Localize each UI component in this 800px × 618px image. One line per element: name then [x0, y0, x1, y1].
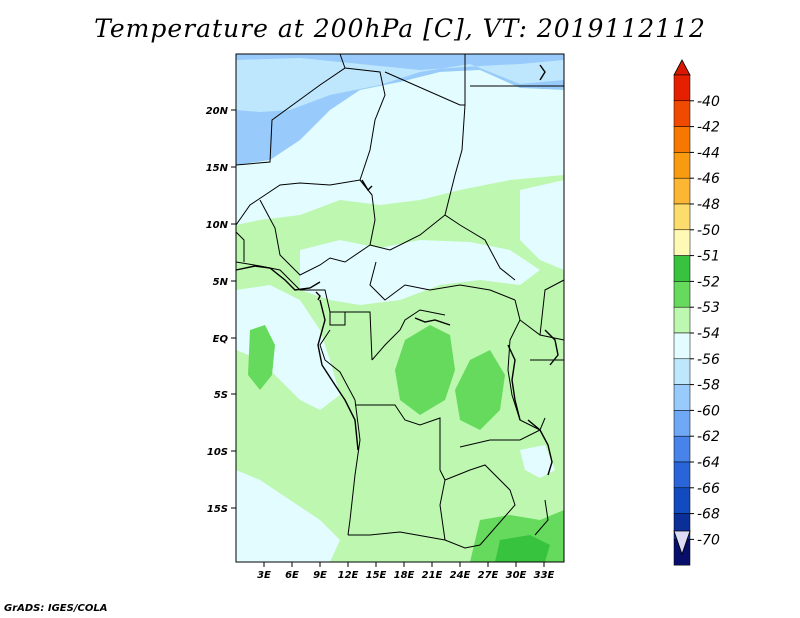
colorbar: -40 -42 -44 -46 -48 -50 -51 -52 -53 -54 -56 -58 -60 -…: [673, 59, 720, 566]
pale-zone-north: [236, 70, 564, 225]
colorbar-label: -70: [697, 532, 720, 548]
colorbar-label: -40: [697, 94, 720, 110]
warm-patch-west: [248, 325, 275, 390]
latitude-axis: [231, 109, 236, 509]
colorbar-label: -42: [697, 120, 720, 136]
lat-label-5n: 5N: [213, 277, 229, 288]
colorbar-swatch: [673, 177, 691, 205]
lon-label-6e: 6E: [285, 570, 299, 581]
grads-credit: GrADS: IGES/COLA: [4, 603, 108, 614]
pale-zone-lake: [520, 445, 555, 478]
colorbar-swatch: [673, 100, 691, 127]
longitude-axis: [263, 562, 545, 567]
colorbar-swatch: [673, 152, 691, 179]
warm-patch-congo: [395, 325, 455, 415]
lon-label-30e: 30E: [506, 570, 527, 581]
colorbar-label: -56: [697, 352, 720, 368]
colorbar-swatch: [673, 255, 691, 282]
colorbar-swatch: [673, 435, 691, 463]
warm-core-south: [495, 535, 550, 562]
colorbar-swatches: [673, 74, 691, 566]
pale-zone-east: [520, 180, 564, 270]
colorbar-swatch: [673, 410, 691, 437]
colorbar-label: -46: [697, 171, 720, 187]
lon-label-9e: 9E: [313, 570, 327, 581]
lon-label-21e: 21E: [422, 570, 443, 581]
colorbar-swatch: [673, 281, 691, 308]
lat-label-15n: 15N: [206, 163, 229, 174]
pale-zone-southwest: [236, 470, 340, 562]
colorbar-swatch: [673, 306, 691, 334]
colorbar-label: -68: [697, 507, 720, 523]
lat-label-15s: 15S: [207, 504, 228, 515]
lat-label-20n: 20N: [206, 106, 229, 117]
colorbar-swatch: [673, 461, 691, 489]
colorbar-label: -54: [697, 326, 720, 342]
colorbar-swatch: [673, 203, 691, 231]
colorbar-swatch: [673, 229, 691, 256]
colorbar-swatch: [673, 74, 691, 102]
lon-label-33e: 33E: [534, 570, 555, 581]
colorbar-label: -62: [697, 429, 720, 445]
colorbar-label: -58: [697, 378, 720, 394]
warm-patch-east: [455, 350, 505, 430]
lon-label-15e: 15E: [366, 570, 387, 581]
colorbar-label: -60: [697, 403, 720, 419]
lon-label-27e: 27E: [478, 570, 499, 581]
longitude-labels: 3E 6E 9E 12E 15E 18E 21E 24E 27E 30E 33E: [257, 570, 554, 581]
pale-zone-gulf: [236, 285, 340, 410]
colorbar-label: -64: [697, 455, 720, 471]
lat-label-eq: EQ: [213, 334, 229, 345]
colorbar-swatch: [673, 384, 691, 411]
colorbar-top-arrow: [673, 59, 691, 76]
colorbar-labels: -40 -42 -44 -46 -48 -50 -51 -52 -53 -54 -56 -58 -60 -…: [690, 94, 720, 548]
colorbar-swatch: [673, 126, 691, 153]
cold-streak: [236, 58, 564, 112]
colorbar-label: -48: [697, 197, 720, 213]
colorbar-swatch: [673, 487, 691, 514]
colorbar-label: -52: [697, 274, 720, 290]
colorbar-swatch: [673, 358, 691, 385]
lat-label-5s: 5S: [214, 390, 228, 401]
colorbar-bottom-arrow: [673, 530, 691, 556]
colorbar-swatch: [673, 332, 691, 360]
map-panel: [235, 53, 565, 563]
colorbar-label: -44: [697, 145, 720, 161]
colorbar-label: -66: [697, 481, 720, 497]
map-frame: [235, 53, 565, 563]
lat-label-10n: 10N: [206, 220, 229, 231]
pale-zone-central: [300, 240, 540, 305]
lon-label-24e: 24E: [450, 570, 471, 581]
colorbar-label: -53: [697, 300, 720, 316]
latitude-labels: 20N 15N 10N 5N EQ 5S 10S 15S: [206, 106, 229, 515]
lon-label-12e: 12E: [338, 570, 359, 581]
map-title: Temperature at 200hPa [C], VT: 201911211…: [94, 14, 706, 43]
lat-label-10s: 10S: [207, 447, 228, 458]
colorbar-label: -51: [697, 249, 720, 265]
lon-label-18e: 18E: [394, 570, 415, 581]
coastlines: [235, 64, 559, 476]
lon-label-3e: 3E: [257, 570, 271, 581]
colorbar-label: -50: [697, 223, 720, 239]
